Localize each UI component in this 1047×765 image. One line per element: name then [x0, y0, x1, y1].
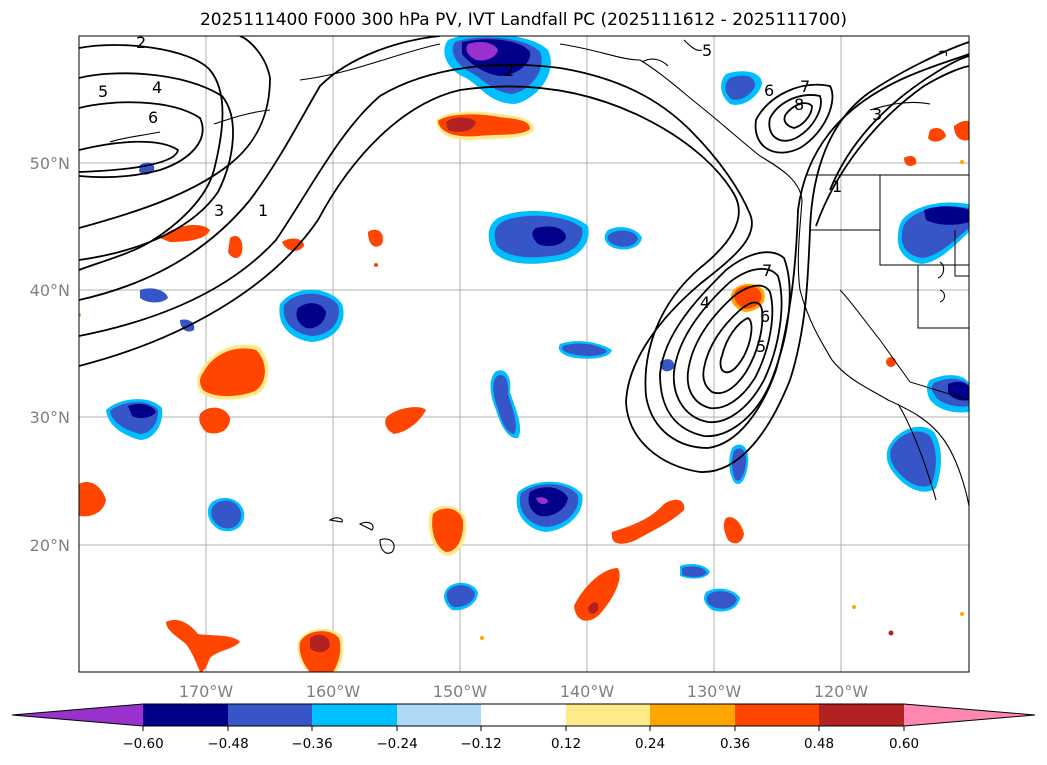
- colorbar-tick-label: −0.24: [376, 736, 417, 752]
- colorbar-segment: [312, 704, 397, 726]
- colorbar-extend-left: [12, 704, 143, 726]
- colorbar-segment: [566, 704, 650, 726]
- pv-blob-west-coast-red: [904, 120, 969, 166]
- colorbar-tick-label: −0.12: [460, 736, 501, 752]
- lon-label: 140°W: [560, 682, 615, 701]
- lon-label: 160°W: [306, 682, 361, 701]
- colorbar-tick-label: −0.48: [207, 736, 248, 752]
- colorbar-segment: [397, 704, 481, 726]
- lat-label: 20°N: [30, 536, 70, 555]
- colorbar-tick-label: −0.60: [122, 736, 163, 752]
- contour-label: 5: [702, 41, 712, 60]
- lon-label: 150°W: [433, 682, 488, 701]
- contour-label: 5: [756, 337, 766, 356]
- colorbar-extend-right: [904, 704, 1035, 726]
- pv-blob-45n-west: [160, 224, 383, 258]
- colorbar-tick-labels: −0.60 −0.48 −0.36 −0.24 −0.12 0.12 0.24 …: [122, 736, 919, 752]
- contour-label: 7: [800, 77, 810, 96]
- pv-blob-30n-west: [199, 407, 426, 434]
- contour-label: 3: [214, 201, 224, 220]
- colorbar-tick-label: 0.60: [889, 736, 919, 752]
- pv-blob-west-30n: [106, 399, 163, 440]
- contour-labels: 2 4 5 6 3 1 2 5 6 7 8 3 1 4 7 6 5: [98, 33, 882, 356]
- colorbar-segment: [735, 704, 819, 726]
- contour-label: 5: [98, 82, 108, 101]
- pv-blob-pacific-nw-interior: [897, 202, 969, 264]
- pv-blob-bc-coast: [721, 71, 762, 105]
- colorbar-segment: [650, 704, 735, 726]
- pv-blob-west-35n: [197, 344, 269, 400]
- contour-label: 6: [764, 81, 774, 100]
- lon-label: 130°W: [687, 682, 742, 701]
- pv-blob-south-red: [166, 568, 620, 672]
- pv-blob-baja: [886, 375, 969, 492]
- pv-blob-mid-vertical: [490, 370, 521, 439]
- colorbar-segment: [143, 704, 228, 726]
- pv-blob-small-east: [660, 359, 675, 372]
- contour-label: 4: [152, 78, 162, 97]
- contour-label: 6: [760, 307, 770, 326]
- ivt-contours: [79, 36, 969, 473]
- contour-label: 1: [258, 201, 268, 220]
- coastlines: [109, 39, 969, 554]
- colorbar: −0.60 −0.48 −0.36 −0.24 −0.12 0.12 0.24 …: [11, 703, 1036, 752]
- pv-negative-anomalies: [106, 36, 969, 612]
- pv-blob-20n-center: [428, 499, 744, 556]
- contour-label: 2: [504, 61, 514, 80]
- pv-positive-anomalies: [79, 111, 969, 672]
- pv-blob-far-west-25n: [79, 481, 106, 517]
- colorbar-tick-label: 0.48: [804, 736, 834, 752]
- colorbar-tick-label: 0.12: [551, 736, 581, 752]
- colorbar-tick-label: −0.36: [291, 736, 332, 752]
- lat-label: 40°N: [30, 281, 70, 300]
- colorbar-tick-label: 0.24: [635, 736, 665, 752]
- pv-blob-south-center: [444, 564, 740, 612]
- lat-label: 30°N: [30, 408, 70, 427]
- latitude-labels: 50°N 40°N 30°N 20°N: [30, 154, 70, 555]
- contour-label: 7: [762, 261, 772, 280]
- political-borders: [806, 174, 969, 401]
- map-title: 2025111400 F000 300 hPa PV, IVT Landfall…: [199, 10, 847, 30]
- lon-label: 170°W: [179, 682, 234, 701]
- map-frame: [78, 35, 970, 673]
- pv-blob-mid-35n: [558, 341, 612, 359]
- contour-label: 6: [148, 108, 158, 127]
- map-panel: 2 4 5 6 3 1 2 5 6 7 8 3 1 4 7 6 5: [79, 33, 969, 672]
- pv-blob-west-22n: [207, 497, 245, 532]
- pv-blob-25n-center: [516, 481, 583, 532]
- longitude-labels: 170°W 160°W 150°W 140°W 130°W 120°W: [179, 682, 869, 701]
- pv-blob-west-40n: [279, 289, 344, 342]
- pv-blob-north-red: [436, 111, 534, 141]
- lon-label: 120°W: [814, 682, 869, 701]
- lat-label: 50°N: [30, 154, 70, 173]
- pv-blob-north-pacific-east: [604, 227, 642, 250]
- contour-label: 2: [136, 33, 146, 52]
- colorbar-ticks: [142, 726, 905, 731]
- contour-label: 4: [700, 293, 710, 312]
- contour-label: 8: [794, 95, 804, 114]
- pv-blob-central-north: [488, 211, 589, 264]
- colorbar-segment: [481, 704, 566, 726]
- colorbar-tick-label: 0.36: [720, 736, 750, 752]
- contour-label: 1: [832, 177, 842, 196]
- colorbar-segment: [819, 704, 904, 726]
- contour-label: 3: [872, 105, 882, 124]
- colorbar-segment: [228, 704, 312, 726]
